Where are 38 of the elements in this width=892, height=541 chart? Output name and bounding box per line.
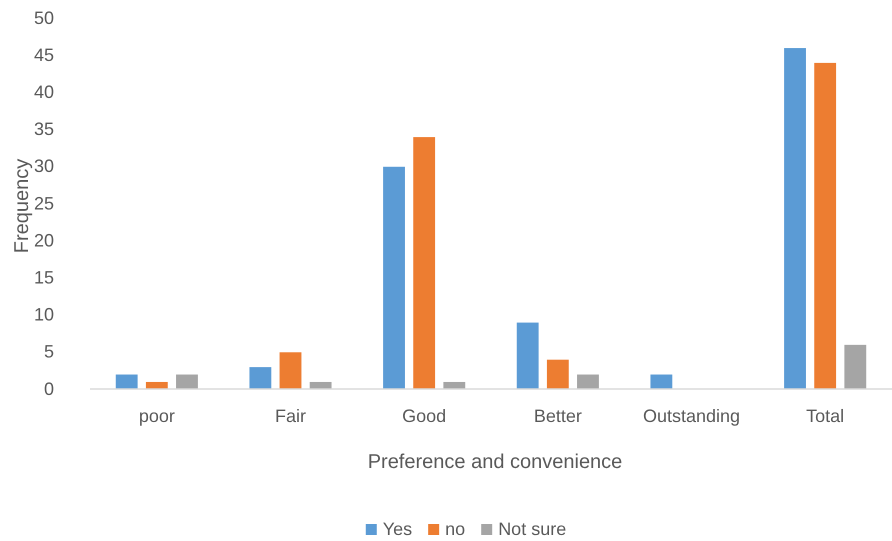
x-tick-label: poor <box>138 406 175 426</box>
bar <box>308 381 332 390</box>
bar <box>844 344 867 390</box>
bar <box>576 374 600 390</box>
legend-label: Not sure <box>498 519 566 539</box>
bar <box>650 374 674 390</box>
y-tick-label: 35 <box>34 119 54 140</box>
y-tick-label: 40 <box>34 82 54 102</box>
x-axis-title: Preference and convenience <box>368 451 622 473</box>
y-tick-label: 25 <box>34 193 54 214</box>
bar <box>516 322 540 390</box>
y-tick-label: 45 <box>34 44 54 65</box>
bar <box>248 366 272 390</box>
bar <box>175 374 199 390</box>
bar <box>783 47 807 390</box>
bar <box>278 352 302 390</box>
legend-label: no <box>445 519 466 539</box>
bar <box>145 381 169 390</box>
y-tick-label: 15 <box>34 267 54 288</box>
bar <box>115 374 138 390</box>
x-tick-label: Better <box>534 406 582 426</box>
bar <box>412 136 436 390</box>
legend-label: Yes <box>382 519 412 539</box>
y-tick-label: 50 <box>34 8 54 28</box>
bar <box>442 381 466 390</box>
bar <box>546 358 570 390</box>
y-tick-label: 0 <box>44 378 54 399</box>
y-tick-label: 10 <box>34 304 54 325</box>
y-tick-label: 5 <box>44 342 54 362</box>
bar <box>813 62 837 390</box>
x-tick-label: Fair <box>275 406 306 426</box>
x-tick-label: Good <box>402 406 446 426</box>
y-tick-label: 30 <box>34 156 54 176</box>
bar <box>382 166 406 390</box>
y-axis-title: Frequency <box>11 158 33 254</box>
x-tick-label: Total <box>806 406 844 426</box>
y-tick-label: 20 <box>34 230 54 250</box>
x-tick-label: Outstanding <box>642 406 740 426</box>
